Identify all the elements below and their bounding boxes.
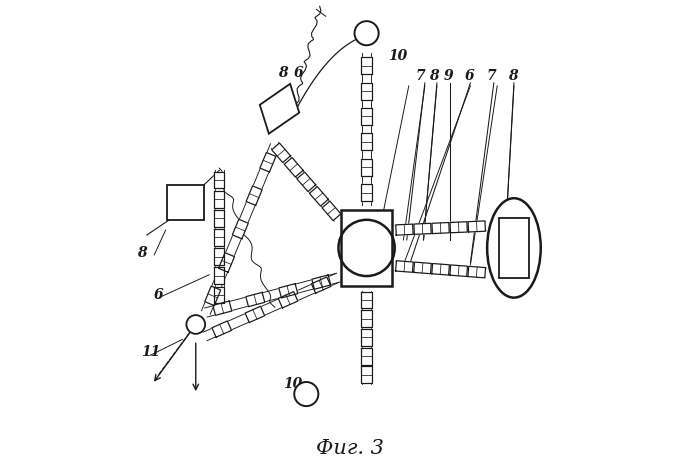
Polygon shape <box>278 292 298 308</box>
Polygon shape <box>260 84 299 134</box>
Polygon shape <box>361 329 372 346</box>
Polygon shape <box>245 306 265 323</box>
Polygon shape <box>246 186 262 205</box>
Text: 7: 7 <box>487 69 497 83</box>
Polygon shape <box>499 218 528 278</box>
Polygon shape <box>361 292 372 309</box>
Polygon shape <box>450 265 468 276</box>
Polygon shape <box>361 310 372 327</box>
Polygon shape <box>468 221 485 232</box>
Polygon shape <box>361 348 372 365</box>
Polygon shape <box>322 201 341 220</box>
Polygon shape <box>361 57 372 74</box>
Polygon shape <box>219 252 234 272</box>
Polygon shape <box>414 223 431 235</box>
Polygon shape <box>246 292 265 307</box>
Polygon shape <box>312 277 331 293</box>
Polygon shape <box>450 222 468 233</box>
Text: 10: 10 <box>283 377 303 391</box>
Polygon shape <box>414 262 431 274</box>
Polygon shape <box>214 268 224 284</box>
Polygon shape <box>272 143 291 162</box>
Text: 11: 11 <box>140 345 160 359</box>
Polygon shape <box>214 171 224 188</box>
Text: 6: 6 <box>154 288 164 301</box>
Polygon shape <box>214 286 224 303</box>
Circle shape <box>187 315 205 334</box>
Polygon shape <box>310 187 329 206</box>
Polygon shape <box>214 210 224 227</box>
Polygon shape <box>432 263 449 275</box>
Text: 8: 8 <box>507 69 517 83</box>
Polygon shape <box>341 210 392 286</box>
Circle shape <box>294 382 318 406</box>
Polygon shape <box>214 248 224 265</box>
Text: 10: 10 <box>389 49 408 63</box>
Polygon shape <box>361 159 372 176</box>
Text: 6: 6 <box>294 66 303 80</box>
Polygon shape <box>232 219 248 239</box>
Polygon shape <box>361 108 372 125</box>
Text: 7: 7 <box>415 69 425 83</box>
Polygon shape <box>312 275 331 289</box>
Circle shape <box>354 21 379 45</box>
Polygon shape <box>205 286 221 306</box>
Polygon shape <box>468 266 486 278</box>
Text: 8: 8 <box>278 66 288 80</box>
Polygon shape <box>212 321 231 337</box>
Text: 6: 6 <box>464 69 474 83</box>
Text: 9: 9 <box>443 69 453 83</box>
Polygon shape <box>167 185 204 219</box>
Polygon shape <box>361 133 372 150</box>
Polygon shape <box>279 284 298 298</box>
Polygon shape <box>396 224 413 235</box>
Ellipse shape <box>487 198 541 298</box>
Text: 8: 8 <box>138 246 147 260</box>
Polygon shape <box>432 222 449 234</box>
Polygon shape <box>361 184 372 201</box>
Text: Фиг. 3: Фиг. 3 <box>316 439 384 458</box>
Polygon shape <box>396 261 413 272</box>
Polygon shape <box>361 366 372 383</box>
Text: 8: 8 <box>429 69 439 83</box>
Polygon shape <box>284 158 303 177</box>
Polygon shape <box>214 191 224 208</box>
Polygon shape <box>213 301 232 315</box>
Polygon shape <box>297 172 316 192</box>
Polygon shape <box>214 229 224 246</box>
Polygon shape <box>260 153 276 172</box>
Polygon shape <box>361 83 372 99</box>
